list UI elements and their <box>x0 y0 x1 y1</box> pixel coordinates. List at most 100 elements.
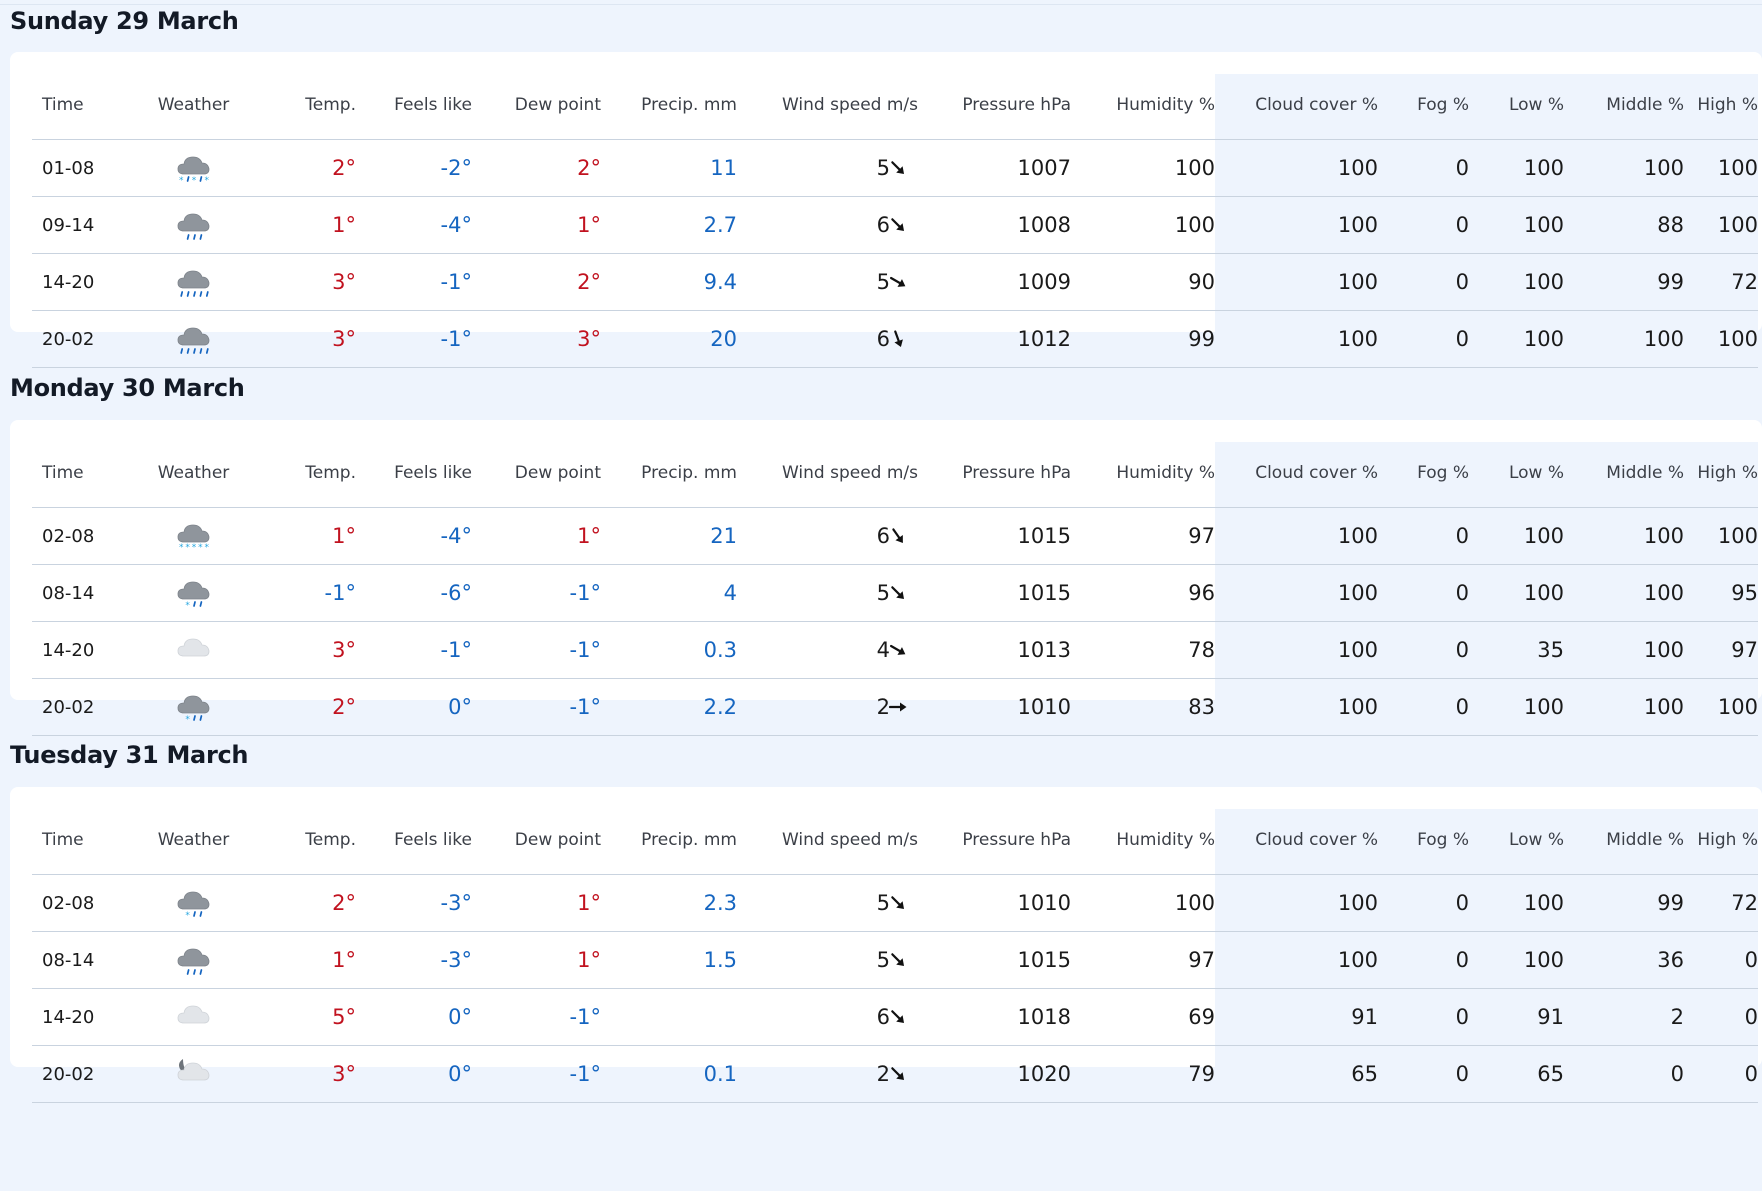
wind-speed: 6 <box>876 1005 890 1029</box>
column-header-middle: Middle % <box>1564 809 1684 875</box>
time-cell: 09-14 <box>32 196 126 254</box>
pressure-cell: 1015 <box>918 564 1071 622</box>
forecast-table: Time Weather Temp. Feels like Dew point Preci… <box>32 442 1758 736</box>
cloud-light-rain-icon <box>174 212 214 240</box>
wind-speed: 5 <box>876 270 890 294</box>
forecast-panel: Time Weather Temp. Feels like Dew point Preci… <box>10 787 1762 1103</box>
column-header-middle: Middle % <box>1564 442 1684 508</box>
svg-text:*: * <box>204 543 209 553</box>
wind-direction-arrow-icon <box>888 697 908 717</box>
precip-cell: 2.7 <box>601 196 737 254</box>
cloud-light-sleet-icon: * <box>174 890 214 921</box>
dew-point-cell: -1° <box>472 1045 601 1103</box>
dew-point-cell: 1° <box>472 507 601 565</box>
column-header-dew: Dew point <box>472 74 601 140</box>
top-divider <box>0 4 1762 5</box>
pressure-cell: 1008 <box>918 196 1071 254</box>
column-header-temp: Temp. <box>261 74 356 140</box>
precip-cell: 20 <box>601 310 737 368</box>
precip-cell: 2.3 <box>601 874 737 932</box>
humidity-cell: 100 <box>1071 874 1215 932</box>
dew-point-cell: 3° <box>472 310 601 368</box>
temp-cell: 2° <box>261 874 356 932</box>
dew-point-cell: -1° <box>472 678 601 736</box>
humidity-cell: 96 <box>1071 564 1215 622</box>
column-header-fog: Fog % <box>1378 442 1469 508</box>
fog-cell: 0 <box>1378 564 1469 622</box>
high-cloud-cell: 100 <box>1684 139 1758 197</box>
weather-cell <box>126 988 261 1046</box>
column-header-humidity: Humidity % <box>1071 74 1215 140</box>
feels-like-cell: -4° <box>356 196 472 254</box>
feels-like-cell: -1° <box>356 621 472 679</box>
cloud-cover-cell: 100 <box>1215 507 1378 565</box>
column-header-temp: Temp. <box>261 809 356 875</box>
table-row: 09-14 1° -4° 1° 2.7 6 1008 100 100 0 100 88 100 <box>32 196 1758 254</box>
table-row: 02-08 * 2° -3° 1° 2.3 5 1010 100 100 0 100 99 72 <box>32 874 1758 932</box>
humidity-cell: 100 <box>1071 196 1215 254</box>
feels-like-cell: -6° <box>356 564 472 622</box>
middle-cloud-cell: 100 <box>1564 310 1684 368</box>
time-cell: 20-02 <box>32 678 126 736</box>
low-cloud-cell: 100 <box>1469 196 1564 254</box>
fog-cell: 0 <box>1378 139 1469 197</box>
high-cloud-cell: 97 <box>1684 621 1758 679</box>
column-header-high: High % <box>1684 809 1758 875</box>
low-cloud-cell: 100 <box>1469 678 1564 736</box>
weather-cell: * <box>126 564 261 622</box>
wind-cell: 6 <box>737 310 918 368</box>
time-cell: 20-02 <box>32 1045 126 1103</box>
low-cloud-cell: 100 <box>1469 310 1564 368</box>
column-header-fog: Fog % <box>1378 74 1469 140</box>
pressure-cell: 1010 <box>918 874 1071 932</box>
high-cloud-cell: 72 <box>1684 253 1758 311</box>
wind-cell: 5 <box>737 931 918 989</box>
feels-like-cell: 0° <box>356 988 472 1046</box>
fog-cell: 0 <box>1378 507 1469 565</box>
low-cloud-cell: 100 <box>1469 139 1564 197</box>
dew-point-cell: -1° <box>472 988 601 1046</box>
low-cloud-cell: 100 <box>1469 931 1564 989</box>
forecast-table: Time Weather Temp. Feels like Dew point Preci… <box>32 74 1758 368</box>
temp-cell: 1° <box>261 931 356 989</box>
wind-direction-arrow-icon <box>888 1007 908 1027</box>
column-header-humidity: Humidity % <box>1071 809 1215 875</box>
dew-point-cell: 1° <box>472 874 601 932</box>
fog-cell: 0 <box>1378 874 1469 932</box>
fog-cell: 0 <box>1378 196 1469 254</box>
svg-text:*: * <box>178 543 183 553</box>
cloud-rain-icon <box>174 269 214 297</box>
cloud-cover-cell: 100 <box>1215 621 1378 679</box>
header-row: Time Weather Temp. Feels like Dew point Preci… <box>32 442 1758 508</box>
cloud-cover-cell: 100 <box>1215 310 1378 368</box>
fog-cell: 0 <box>1378 253 1469 311</box>
high-cloud-cell: 0 <box>1684 1045 1758 1103</box>
high-cloud-cell: 100 <box>1684 678 1758 736</box>
high-cloud-cell: 100 <box>1684 310 1758 368</box>
temp-cell: 2° <box>261 678 356 736</box>
dew-point-cell: 2° <box>472 253 601 311</box>
wind-speed: 5 <box>876 891 890 915</box>
wind-speed: 6 <box>876 213 890 237</box>
humidity-cell: 100 <box>1071 139 1215 197</box>
weather-cell <box>126 310 261 368</box>
fog-cell: 0 <box>1378 678 1469 736</box>
middle-cloud-cell: 0 <box>1564 1045 1684 1103</box>
cloud-cover-cell: 100 <box>1215 196 1378 254</box>
temp-cell: -1° <box>261 564 356 622</box>
wind-cell: 5 <box>737 139 918 197</box>
cloud-cover-cell: 65 <box>1215 1045 1378 1103</box>
dew-point-cell: 1° <box>472 196 601 254</box>
svg-text:*: * <box>185 543 190 553</box>
temp-cell: 1° <box>261 507 356 565</box>
pressure-cell: 1020 <box>918 1045 1071 1103</box>
forecast-panel: Time Weather Temp. Feels like Dew point Preci… <box>10 420 1762 736</box>
cloud-sleet-icon: * * * <box>174 155 214 186</box>
cloud-cover-cell: 100 <box>1215 139 1378 197</box>
table-row: 14-20 5° 0° -1° 6 1018 69 91 0 91 2 0 <box>32 988 1758 1046</box>
column-header-pressure: Pressure hPa <box>918 442 1071 508</box>
column-header-humidity: Humidity % <box>1071 442 1215 508</box>
column-header-wind: Wind speed m/s <box>737 442 918 508</box>
pressure-cell: 1009 <box>918 253 1071 311</box>
wind-direction-arrow-icon <box>888 950 908 970</box>
